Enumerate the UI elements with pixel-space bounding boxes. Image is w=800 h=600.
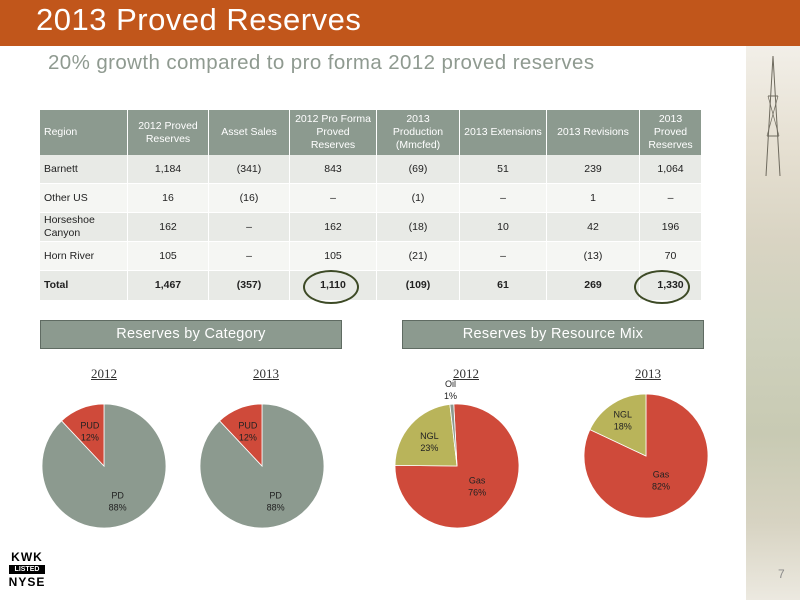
table-row: Horn River 105 – 105 (21) – (13) 70 — [40, 241, 702, 271]
table-cell: 16 — [127, 183, 209, 213]
table-cell: (69) — [376, 155, 460, 184]
table-cell: (21) — [376, 241, 460, 271]
table-row: Horseshoe Canyon 162 – 162 (18) 10 42 19… — [40, 212, 702, 242]
category-2013-label: 2013 — [253, 366, 279, 381]
pie-category-label: NGL — [613, 409, 632, 419]
table-cell: 1 — [546, 183, 640, 213]
table-cell: 239 — [546, 155, 640, 184]
kwk-nyse-logo: KWK LISTED NYSE — [7, 551, 47, 596]
logo-ticker: KWK — [11, 550, 43, 564]
table-cell: 105 — [289, 241, 377, 271]
pie-category-2012: PD 88% PUD 12% — [41, 403, 167, 529]
pie-resource-2013: Gas 82% NGL 18% — [583, 393, 709, 519]
pie-category-label: PD — [111, 491, 124, 501]
table-cell: – — [208, 212, 290, 242]
column-header: 2013 Extensions — [459, 110, 547, 155]
table-cell: 105 — [127, 241, 209, 271]
table-cell: (357) — [208, 270, 290, 301]
highlight-circle-2012-pro-forma — [303, 270, 359, 304]
table-cell: – — [459, 241, 547, 271]
pie-slice-ngl — [394, 403, 458, 467]
reserves-table: Region 2012 Proved Reserves Asset Sales … — [40, 110, 702, 301]
table-cell: Horseshoe Canyon — [40, 212, 128, 242]
column-header: Region — [40, 110, 128, 155]
pie-resource-2012: Gas 76% NGL 23% Oil 1% — [394, 379, 520, 529]
table-cell: 61 — [459, 270, 547, 301]
table-cell: 1,184 — [127, 155, 209, 184]
reserves-by-resource-mix-header: Reserves by Resource Mix — [402, 320, 704, 349]
table-cell: Barnett — [40, 155, 128, 184]
table-cell: 269 — [546, 270, 640, 301]
table-cell: – — [208, 241, 290, 271]
pie-value-label: 23% — [420, 443, 438, 453]
table-cell: 51 — [459, 155, 547, 184]
pie-category-label: Gas — [469, 475, 486, 485]
column-header: 2012 Pro Forma Proved Reserves — [289, 110, 377, 155]
table-header-row: Region 2012 Proved Reserves Asset Sales … — [40, 110, 702, 155]
resource-2013-label: 2013 — [635, 366, 661, 381]
pie-category-label: PUD — [80, 420, 100, 430]
table-cell: 162 — [289, 212, 377, 242]
pie-category-label: PUD — [238, 420, 258, 430]
pie-slice-pud — [218, 403, 263, 468]
reserves-by-category-header: Reserves by Category — [40, 320, 342, 349]
pie-category-label: Gas — [653, 470, 670, 480]
column-header: Asset Sales — [208, 110, 290, 155]
oil-rig-icon — [765, 56, 781, 176]
table-cell: (341) — [208, 155, 290, 184]
logo-listed: LISTED — [9, 565, 45, 574]
pie-value-label: 18% — [614, 421, 632, 431]
page-title: 2013 Proved Reserves — [36, 2, 362, 37]
table-cell: 843 — [289, 155, 377, 184]
pie-value-label: 76% — [468, 487, 486, 497]
table-cell: – — [639, 183, 702, 213]
table-row: Barnett 1,184 (341) 843 (69) 51 239 1,06… — [40, 155, 702, 184]
table-cell: 42 — [546, 212, 640, 242]
logo-exchange: NYSE — [8, 575, 46, 589]
pie-value-label: 1% — [444, 391, 457, 401]
table-cell: 70 — [639, 241, 702, 271]
table-cell: 196 — [639, 212, 702, 242]
pie-value-label: 88% — [267, 503, 285, 513]
category-2012-label: 2012 — [91, 366, 117, 381]
table-cell: Total — [40, 270, 128, 301]
table-cell: (13) — [546, 241, 640, 271]
table-cell: (16) — [208, 183, 290, 213]
table-cell: 1,064 — [639, 155, 702, 184]
pie-category-label: NGL — [420, 431, 439, 441]
table-cell: – — [459, 183, 547, 213]
page-subtitle: 20% growth compared to pro forma 2012 pr… — [48, 51, 595, 74]
resource-2012-label: 2012 — [453, 366, 479, 381]
pie-value-label: 82% — [652, 482, 670, 492]
table-cell: 10 — [459, 212, 547, 242]
pie-value-label: 88% — [109, 503, 127, 513]
pie-slice-pud — [60, 403, 105, 468]
pie-category-2013: PD 88% PUD 12% — [199, 403, 325, 529]
title-bar: 2013 Proved Reserves — [0, 0, 800, 46]
table-cell: (109) — [376, 270, 460, 301]
pie-slice-oil — [449, 403, 458, 467]
column-header: 2013 Production (Mmcfed) — [376, 110, 460, 155]
oil-rig-photo — [746, 46, 800, 600]
table-cell: (1) — [376, 183, 460, 213]
pie-category-label: PD — [269, 491, 282, 501]
column-header: 2012 Proved Reserves — [127, 110, 209, 155]
table-cell: 1,467 — [127, 270, 209, 301]
pie-category-label: Oil — [445, 379, 456, 389]
table-cell: – — [289, 183, 377, 213]
page-number: 7 — [778, 567, 785, 581]
table-cell: 162 — [127, 212, 209, 242]
column-header: 2013 Revisions — [546, 110, 640, 155]
table-cell: Horn River — [40, 241, 128, 271]
highlight-circle-2013-proved — [634, 270, 690, 304]
table-cell: (18) — [376, 212, 460, 242]
pie-value-label: 12% — [81, 432, 99, 442]
column-header: 2013 Proved Reserves — [639, 110, 702, 155]
table-row: Other US 16 (16) – (1) – 1 – — [40, 183, 702, 213]
pie-slice-ngl — [589, 393, 647, 457]
pie-value-label: 12% — [239, 432, 257, 442]
table-cell: Other US — [40, 183, 128, 213]
